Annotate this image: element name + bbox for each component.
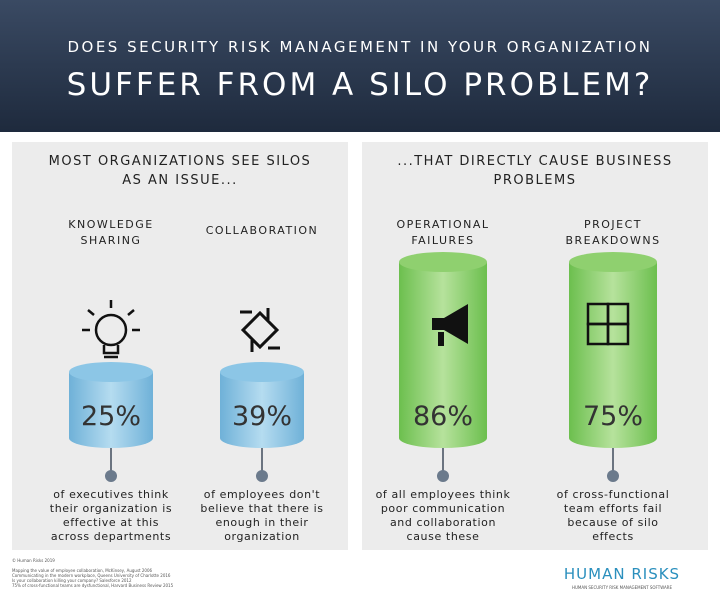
- panel-bg: [12, 142, 348, 550]
- description: effects: [592, 530, 634, 543]
- item-label: COLLABORATION: [206, 224, 319, 237]
- puzzle-icon: [586, 302, 630, 346]
- header-line: DOES SECURITY RISK MANAGEMENT IN YOUR OR…: [67, 38, 652, 56]
- dot: [105, 470, 117, 482]
- hands-icon: [240, 308, 280, 352]
- description: across departments: [51, 530, 171, 543]
- dot: [437, 470, 449, 482]
- description: believe that there is: [200, 502, 323, 515]
- tagline: HUMAN SECURITY RISK MANAGEMENT SOFTWARE: [572, 585, 672, 590]
- percentage: 25%: [81, 401, 141, 432]
- cylinder-top: [69, 362, 153, 382]
- source: Communicating in the modern workplace, Q…: [12, 573, 171, 578]
- panel-title: MOST ORGANIZATIONS SEE SILOS: [49, 154, 312, 169]
- description: of executives think: [53, 488, 169, 501]
- panel-title: PROBLEMS: [494, 173, 577, 188]
- cylinder: [69, 372, 153, 448]
- item-label: BREAKDOWNS: [565, 234, 660, 247]
- item-label: KNOWLEDGE: [68, 218, 154, 231]
- cylinder: [569, 262, 657, 448]
- description: of employees don't: [204, 488, 321, 501]
- bulb-icon: [82, 300, 140, 359]
- cylinder: [220, 372, 304, 448]
- source: Is your collaboration killing your compa…: [12, 578, 132, 583]
- panel-title: ...THAT DIRECTLY CAUSE BUSINESS: [397, 154, 672, 169]
- description: team efforts fail: [564, 502, 662, 515]
- dot: [607, 470, 619, 482]
- source: Mapping the value of employee collaborat…: [12, 568, 153, 573]
- percentage: 39%: [232, 401, 292, 432]
- copyright: © Human Risks 2019: [12, 558, 55, 563]
- item-label: PROJECT: [584, 218, 642, 231]
- item-label: FAILURES: [411, 234, 474, 247]
- description: enough in their: [215, 516, 308, 529]
- description: of cross-functional: [557, 488, 670, 501]
- description: their organization is: [50, 502, 172, 515]
- cylinder-top: [399, 252, 487, 272]
- description: poor communication: [381, 502, 505, 515]
- description: of all employees think: [376, 488, 511, 501]
- logo: HUMAN RISKS: [564, 565, 680, 583]
- percentage: 75%: [583, 401, 643, 432]
- cylinder-top: [220, 362, 304, 382]
- description: cause these: [407, 530, 480, 543]
- megaphone-icon: [432, 304, 468, 346]
- item-label: OPERATIONAL: [396, 218, 489, 231]
- header-title: SUFFER FROM A SILO PROBLEM?: [67, 67, 654, 103]
- panel-title: AS AN ISSUE...: [122, 173, 238, 188]
- dot: [256, 470, 268, 482]
- header-bg: [0, 0, 720, 132]
- description: organization: [224, 530, 300, 543]
- description: and collaboration: [390, 516, 496, 529]
- description: because of silo: [567, 516, 658, 529]
- item-label: SHARING: [81, 234, 142, 247]
- cylinder-top: [569, 252, 657, 272]
- source: 75% of cross-functional teams are dysfun…: [12, 583, 174, 588]
- percentage: 86%: [413, 401, 473, 432]
- description: effective at this: [63, 516, 159, 529]
